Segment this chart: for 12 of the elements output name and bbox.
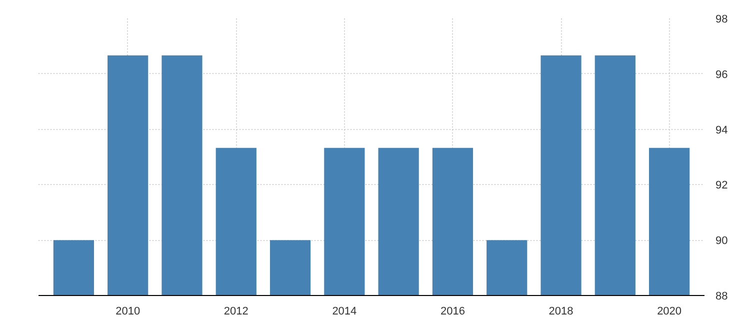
y-tick-label: 94 [716, 124, 728, 136]
y-tick-label: 90 [716, 235, 728, 248]
x-tick-label: 2012 [224, 306, 248, 318]
y-tick-label: 88 [716, 290, 728, 302]
x-tick-label: 2020 [657, 306, 682, 318]
y-tick-label: 96 [716, 68, 728, 81]
y-tick-label: 92 [716, 180, 728, 192]
y-tick-label: 98 [716, 14, 728, 26]
x-tick-label: 2014 [332, 306, 357, 318]
x-tick-label: 2018 [548, 306, 574, 318]
x-tick-label: 2010 [116, 306, 140, 318]
x-tick-label: 2016 [440, 306, 465, 318]
